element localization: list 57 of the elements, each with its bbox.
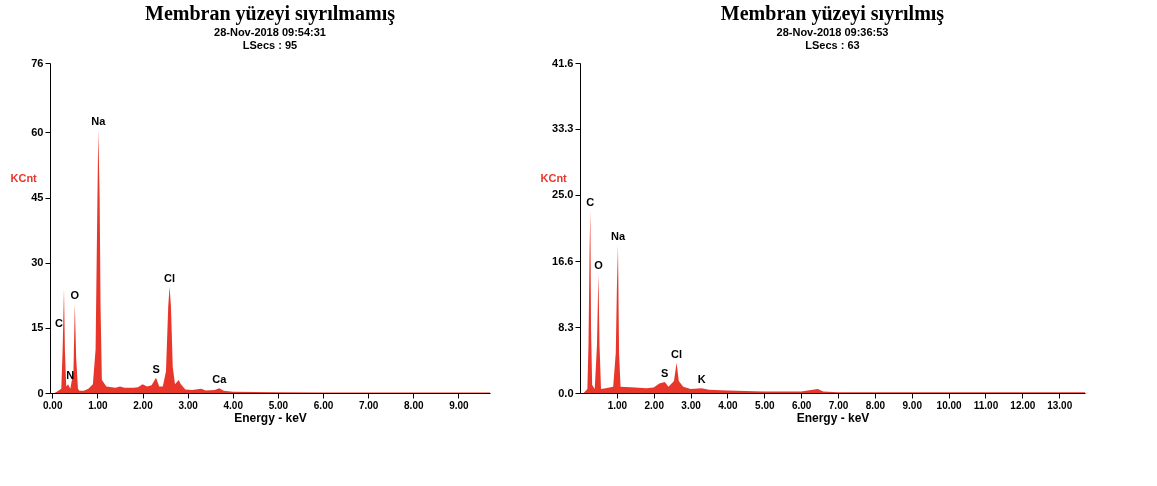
x-tick-label: 4.00: [223, 399, 244, 411]
x-tick-label: 5.00: [755, 399, 775, 411]
annotation: Ca: [212, 373, 228, 386]
x-tick-label: 7.00: [828, 399, 849, 411]
x-tick-label: 8.00: [404, 399, 424, 411]
y-tick-label: 41.6: [552, 56, 574, 69]
x-tick-label: 0.00: [43, 399, 63, 411]
y-tick-label: 16.6: [552, 254, 574, 267]
annotation: O: [594, 259, 604, 272]
chart-subtitle: 28-Nov-2018 09:36:53: [776, 26, 889, 38]
annotation: K: [697, 373, 706, 386]
y-tick-label: 0: [37, 386, 44, 399]
annotation: Cl: [164, 271, 176, 284]
y-tick-label: 45: [31, 191, 44, 204]
x-tick-label: 5.00: [268, 399, 289, 411]
y-tick-label: 0.0: [558, 386, 574, 399]
x-tick-label: 11.00: [973, 399, 999, 411]
chart-title: Membran yüzeyi sıyrılmış: [720, 2, 945, 25]
annotation: C: [586, 195, 595, 208]
x-axis-title: Energy - keV: [796, 410, 870, 425]
x-tick-label: 9.00: [449, 399, 470, 411]
annotation: Na: [610, 230, 626, 243]
x-tick-label: 4.00: [718, 399, 739, 411]
annotation: O: [70, 288, 80, 301]
text: LSecs : 63: [805, 39, 860, 51]
x-tick-label: 12.00: [1010, 399, 1036, 411]
y-tick-label: 33.3: [552, 122, 574, 135]
chart-title: Membran yüzeyi sıyrılmamış: [145, 2, 396, 25]
annotation: Cl: [671, 347, 683, 360]
x-tick-label: 10.00: [936, 399, 963, 411]
x-tick-label: 1.00: [88, 399, 109, 411]
x-tick-label: 6.00: [791, 399, 812, 411]
y-tick-label: 60: [31, 125, 44, 138]
y-tick-label: 30: [31, 256, 44, 269]
x-tick-label: 13.00: [1047, 399, 1073, 411]
text: LSecs : 95: [242, 39, 298, 51]
chart-subtitle: 28-Nov-2018 09:54:31: [214, 26, 326, 38]
y-axis-title: KCnt: [540, 171, 568, 184]
y-axis-title: KCnt: [10, 171, 38, 184]
x-tick-label: 7.00: [358, 399, 379, 411]
annotation: S: [661, 366, 669, 379]
x-tick-label: 1.00: [607, 399, 628, 411]
y-tick-label: 76: [31, 56, 44, 69]
x-tick-label: 2.00: [133, 399, 154, 411]
x-tick-label: 3.00: [178, 399, 199, 411]
x-tick-label: 3.00: [681, 399, 702, 411]
y-tick-label: 8.3: [558, 320, 574, 333]
x-tick-label: 2.00: [644, 399, 665, 411]
x-tick-label: 8.00: [865, 399, 886, 411]
y-tick-label: 25.0: [552, 188, 574, 201]
x-tick-label: 6.00: [313, 399, 334, 411]
annotation: S: [152, 362, 160, 375]
annotation: C: [55, 317, 64, 330]
annotation: Na: [91, 115, 107, 128]
x-axis-title: Energy - keV: [234, 410, 307, 425]
x-tick-label: 9.00: [902, 399, 923, 411]
y-tick-label: 15: [31, 321, 44, 334]
